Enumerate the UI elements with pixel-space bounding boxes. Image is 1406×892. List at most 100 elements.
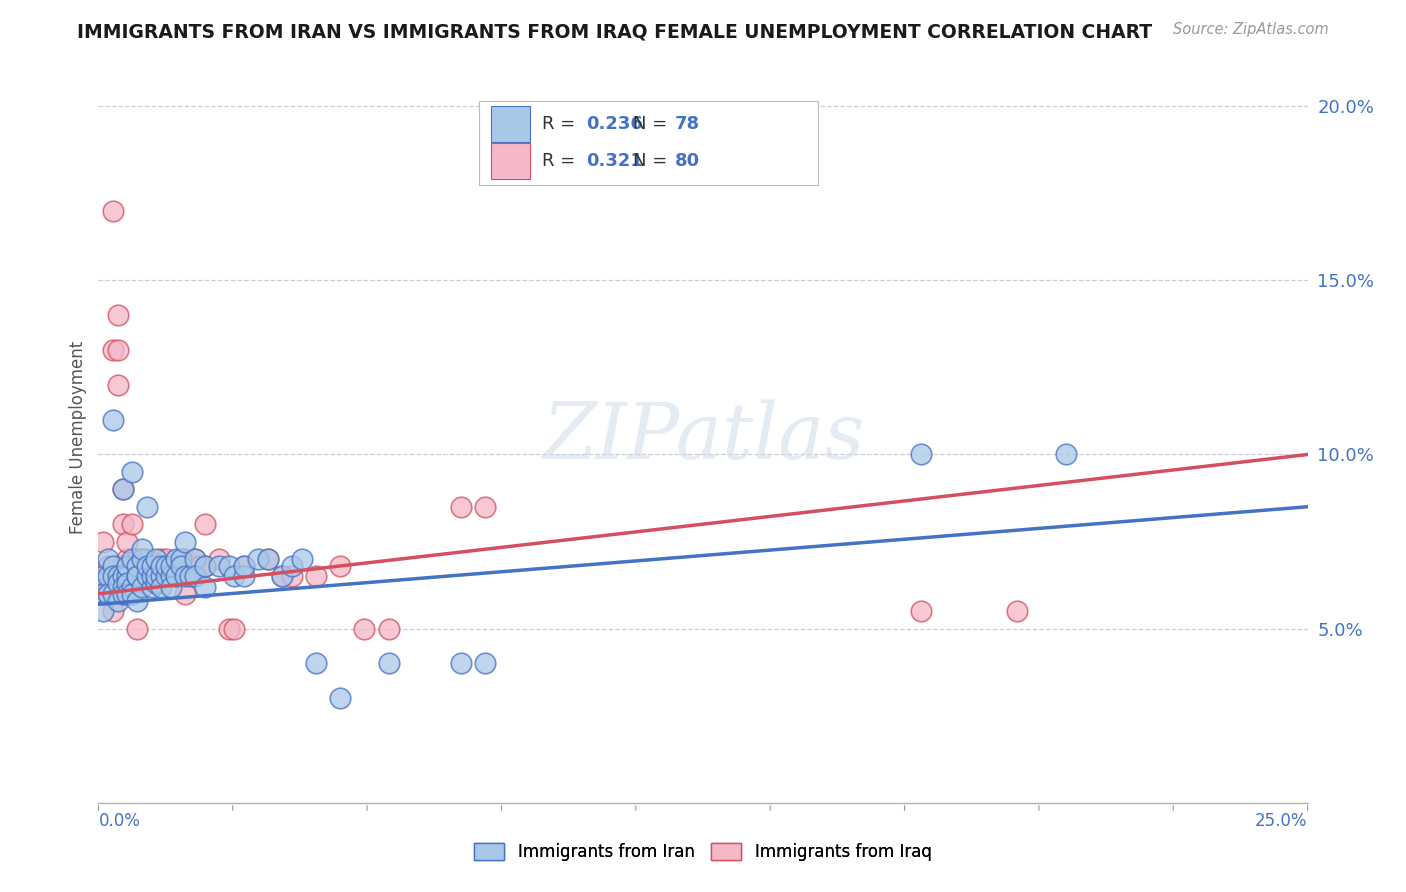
Point [184,552,207,566]
Point [117,576,139,591]
Point [127,552,149,566]
Point [111,558,134,573]
Point [160,580,183,594]
Point [111,569,134,583]
Point [174,587,197,601]
Point [474,657,496,671]
Text: 0.321: 0.321 [586,152,643,169]
Text: IMMIGRANTS FROM IRAN VS IMMIGRANTS FROM IRAQ FEMALE UNEMPLOYMENT CORRELATION CHA: IMMIGRANTS FROM IRAN VS IMMIGRANTS FROM … [77,22,1153,41]
Legend: Immigrants from Iran, Immigrants from Iraq: Immigrants from Iran, Immigrants from Ir… [468,836,938,868]
Point [101,580,124,594]
Text: 78: 78 [675,115,700,133]
Point [127,558,149,573]
Point [101,569,124,583]
Point [155,558,177,573]
Point [107,580,129,594]
Point [135,569,157,583]
Text: Source: ZipAtlas.com: Source: ZipAtlas.com [1173,22,1329,37]
Point [127,594,149,608]
Point [145,558,167,573]
Point [141,569,163,583]
Point [127,569,149,583]
Point [101,203,124,218]
FancyBboxPatch shape [492,143,530,179]
Point [127,558,149,573]
Point [179,569,201,583]
Point [150,552,173,566]
Point [145,576,167,591]
Point [121,580,143,594]
Point [145,569,167,583]
Point [271,569,294,583]
Point [127,569,149,583]
Point [155,552,177,566]
Point [155,569,177,583]
Point [474,500,496,514]
Point [222,622,245,636]
Point [131,552,153,566]
Point [91,569,114,583]
Point [174,569,197,583]
Point [377,622,399,636]
Point [97,587,120,601]
Point [247,552,270,566]
Point [121,465,143,479]
Point [184,552,207,566]
Text: R =: R = [543,152,581,169]
Point [91,569,114,583]
Point [141,558,163,573]
Point [1054,448,1077,462]
Point [281,558,304,573]
Point [91,587,114,601]
Point [218,622,240,636]
Point [135,500,157,514]
Point [101,412,124,426]
Point [111,483,134,497]
Point [117,534,139,549]
Point [305,657,328,671]
Point [121,580,143,594]
Point [150,569,173,583]
Point [194,580,217,594]
Point [160,558,183,573]
Point [1007,604,1029,618]
Point [117,587,139,601]
FancyBboxPatch shape [492,106,530,143]
Point [141,580,163,594]
Point [131,580,153,594]
Point [135,558,157,573]
Point [222,569,245,583]
Point [121,558,143,573]
Text: N =: N = [633,115,673,133]
Point [174,552,197,566]
Point [135,569,157,583]
Point [97,558,120,573]
Point [194,558,217,573]
Point [121,552,143,566]
Point [101,587,124,601]
Point [208,552,231,566]
Point [256,552,278,566]
Point [127,622,149,636]
Point [111,517,134,532]
Text: 25.0%: 25.0% [1256,813,1308,830]
Point [97,552,120,566]
Point [117,569,139,583]
Point [101,587,124,601]
Point [256,552,278,566]
Text: 80: 80 [675,152,700,169]
Point [165,552,187,566]
Point [150,580,173,594]
Point [135,558,157,573]
Point [329,558,352,573]
Point [174,534,197,549]
Point [160,569,183,583]
Point [450,500,472,514]
Point [194,558,217,573]
Point [160,569,183,583]
Point [141,569,163,583]
Point [150,558,173,573]
Point [208,558,231,573]
Point [232,558,254,573]
Point [111,587,134,601]
